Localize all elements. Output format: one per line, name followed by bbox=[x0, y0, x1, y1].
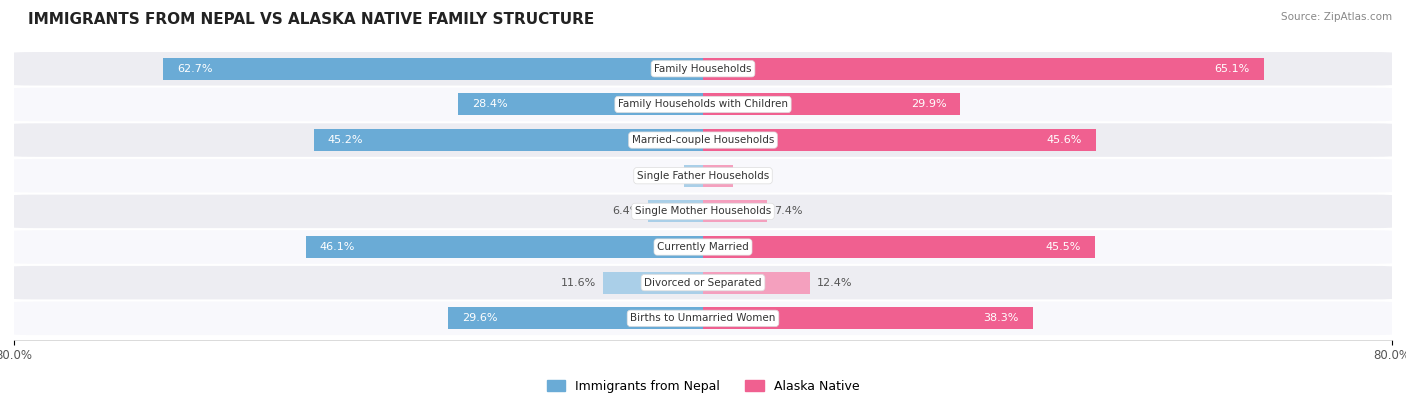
Text: 3.5%: 3.5% bbox=[740, 171, 768, 181]
Bar bbox=[307, 236, 703, 258]
Text: Single Mother Households: Single Mother Households bbox=[636, 206, 770, 216]
Text: 11.6%: 11.6% bbox=[561, 278, 596, 288]
Text: 29.9%: 29.9% bbox=[911, 100, 946, 109]
Bar bbox=[449, 307, 703, 329]
Legend: Immigrants from Nepal, Alaska Native: Immigrants from Nepal, Alaska Native bbox=[541, 375, 865, 395]
Text: 45.2%: 45.2% bbox=[328, 135, 363, 145]
FancyBboxPatch shape bbox=[7, 301, 1399, 335]
Text: 46.1%: 46.1% bbox=[319, 242, 356, 252]
Text: Family Households with Children: Family Households with Children bbox=[619, 100, 787, 109]
FancyBboxPatch shape bbox=[7, 195, 1399, 228]
Text: 12.4%: 12.4% bbox=[817, 278, 852, 288]
FancyBboxPatch shape bbox=[7, 159, 1399, 192]
Bar bbox=[703, 129, 1095, 151]
FancyBboxPatch shape bbox=[7, 123, 1399, 157]
Text: Single Father Households: Single Father Households bbox=[637, 171, 769, 181]
Bar bbox=[703, 272, 810, 294]
Text: Family Households: Family Households bbox=[654, 64, 752, 74]
Bar bbox=[703, 200, 766, 222]
Text: 2.2%: 2.2% bbox=[648, 171, 678, 181]
Text: Married-couple Households: Married-couple Households bbox=[631, 135, 775, 145]
Bar bbox=[163, 58, 703, 80]
Text: 7.4%: 7.4% bbox=[773, 206, 801, 216]
Text: 45.6%: 45.6% bbox=[1046, 135, 1083, 145]
Bar bbox=[458, 93, 703, 115]
Text: Births to Unmarried Women: Births to Unmarried Women bbox=[630, 313, 776, 324]
FancyBboxPatch shape bbox=[7, 52, 1399, 86]
Bar bbox=[703, 93, 960, 115]
Text: Source: ZipAtlas.com: Source: ZipAtlas.com bbox=[1281, 12, 1392, 22]
Text: 28.4%: 28.4% bbox=[472, 100, 508, 109]
Text: 29.6%: 29.6% bbox=[461, 313, 498, 324]
FancyBboxPatch shape bbox=[7, 230, 1399, 264]
FancyBboxPatch shape bbox=[7, 88, 1399, 121]
Text: 6.4%: 6.4% bbox=[613, 206, 641, 216]
Text: Divorced or Separated: Divorced or Separated bbox=[644, 278, 762, 288]
Bar bbox=[703, 236, 1095, 258]
Text: 62.7%: 62.7% bbox=[177, 64, 212, 74]
Text: Currently Married: Currently Married bbox=[657, 242, 749, 252]
Text: 65.1%: 65.1% bbox=[1215, 64, 1250, 74]
Bar bbox=[703, 165, 733, 187]
Bar bbox=[703, 307, 1033, 329]
Bar bbox=[703, 58, 1264, 80]
FancyBboxPatch shape bbox=[7, 266, 1399, 299]
Text: 38.3%: 38.3% bbox=[984, 313, 1019, 324]
Bar bbox=[685, 165, 703, 187]
Text: IMMIGRANTS FROM NEPAL VS ALASKA NATIVE FAMILY STRUCTURE: IMMIGRANTS FROM NEPAL VS ALASKA NATIVE F… bbox=[28, 12, 595, 27]
Text: 45.5%: 45.5% bbox=[1046, 242, 1081, 252]
Bar bbox=[648, 200, 703, 222]
Bar bbox=[603, 272, 703, 294]
Bar bbox=[314, 129, 703, 151]
